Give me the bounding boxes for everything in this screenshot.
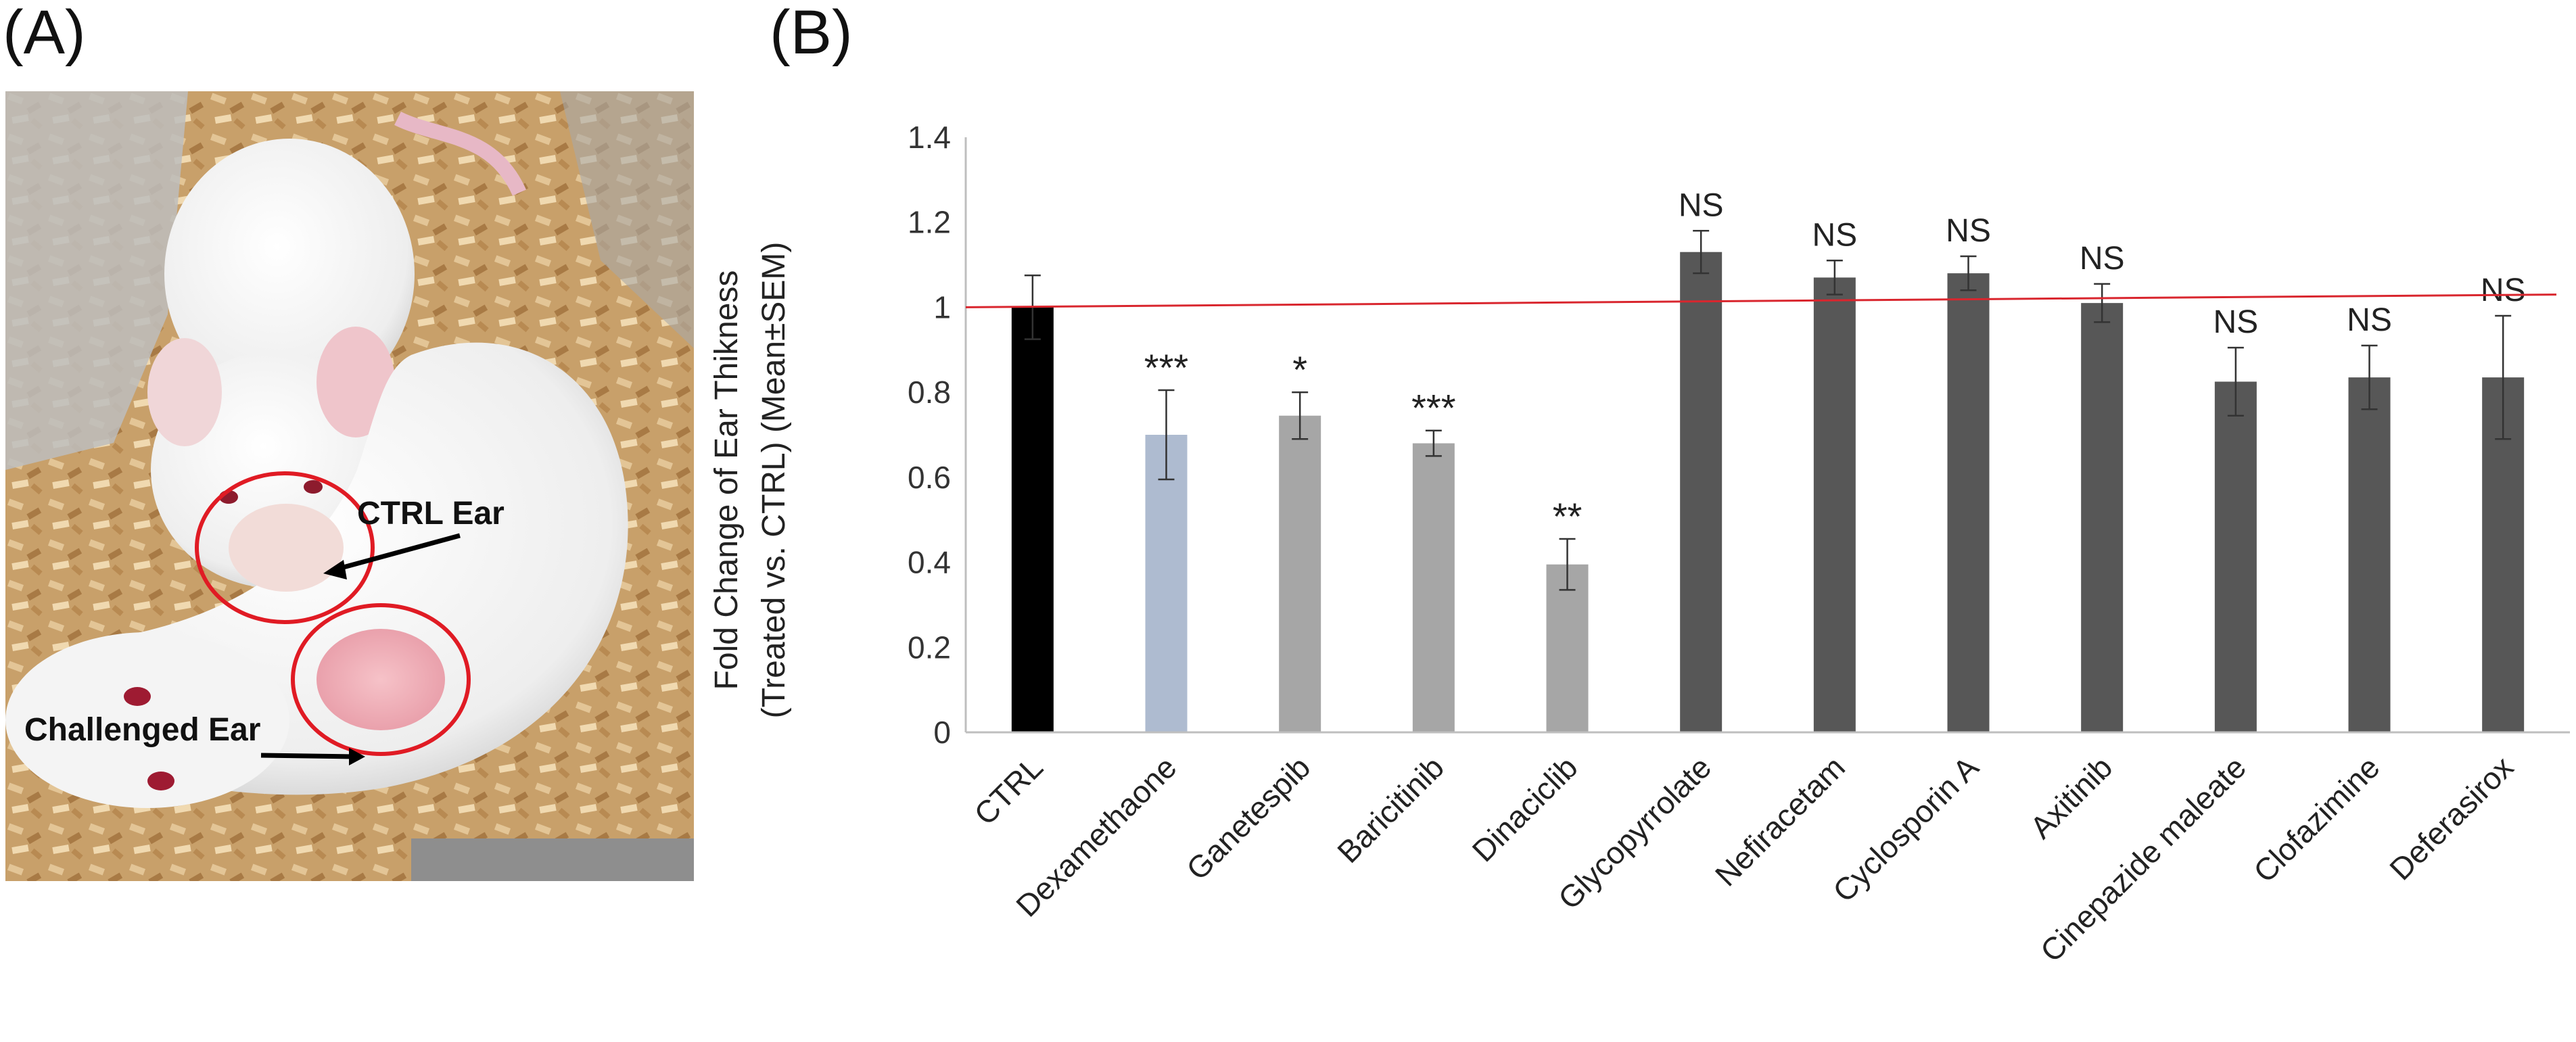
x-category-label: Clofazimine: [2247, 749, 2387, 889]
lower-mouse-eye-1: [124, 687, 151, 706]
significance-label: *: [1292, 348, 1307, 391]
bar: [1279, 415, 1321, 732]
ctrl-ear-label: CTRL Ear: [357, 496, 505, 531]
bar: [2348, 377, 2391, 732]
panel-a-label: (A): [3, 0, 86, 67]
upper-mouse-eye-right: [304, 480, 323, 494]
x-category-label: Nefiracetam: [1708, 749, 1852, 893]
panel-b-label: (B): [770, 0, 853, 67]
significance-label: ***: [1411, 387, 1455, 429]
y-tick-label: 1.2: [908, 205, 951, 240]
y-tick-label: 1.4: [908, 120, 951, 155]
bar: [1813, 277, 1856, 732]
tail: [394, 112, 527, 196]
bar: [2214, 381, 2257, 732]
challenged-ear-label: Challenged Ear: [24, 712, 260, 748]
x-category-label: Baricitinib: [1330, 749, 1451, 870]
ctrl-ear-arrowhead-icon: [323, 560, 347, 579]
lower-mouse-eye-2: [147, 772, 174, 790]
bar: [1680, 252, 1723, 732]
lower-mouse-head: [5, 632, 289, 808]
bar: [1546, 564, 1589, 732]
significance-label: NS: [1946, 213, 1991, 249]
upper-mouse-right-ear: [317, 327, 395, 437]
challenged-ear-arrow: [260, 753, 354, 759]
significance-label: ***: [1144, 346, 1188, 389]
cage-wall-left: [5, 91, 188, 470]
y-tick-label: 0.6: [908, 460, 951, 495]
upper-mouse-left-ear: [147, 338, 222, 446]
ctrl-ear: [229, 504, 344, 592]
x-category-label: Ganetespib: [1179, 749, 1317, 886]
challenged-ear-circle: [291, 603, 471, 756]
y-tick-label: 1: [933, 289, 951, 325]
y-axis-label-line-1: Fold Change of Ear Thikness: [709, 270, 745, 690]
significance-label: NS: [2080, 241, 2125, 277]
y-tick-label: 0: [933, 715, 951, 750]
significance-label: NS: [2481, 273, 2526, 308]
significance-label: NS: [2347, 302, 2392, 338]
ctrl-ear-circle: [195, 471, 375, 624]
y-tick-label: 0.8: [908, 375, 951, 410]
x-category-label: Deferasirox: [2383, 749, 2520, 886]
plot-area: 00.20.40.60.811.21.4CTRL***Dexamethaone*…: [908, 120, 2570, 969]
significance-label: NS: [1679, 187, 1724, 223]
significance-label: NS: [2213, 304, 2258, 340]
bar: [1145, 435, 1188, 732]
bar: [2081, 303, 2124, 733]
challenged-ear: [317, 629, 445, 730]
y-tick-label: 0.2: [908, 630, 951, 665]
bar: [1412, 443, 1455, 732]
x-category-label: Axitinib: [2023, 749, 2120, 845]
x-category-label: CTRL: [967, 749, 1050, 832]
challenged-ear-arrowhead-icon: [349, 748, 365, 765]
ctrl-ear-arrow: [333, 533, 461, 573]
cage-tray-corner: [411, 838, 694, 881]
mouse-ear-photo: CTRL Ear Challenged Ear: [5, 91, 694, 881]
significance-label: NS: [1812, 217, 1857, 253]
y-axis-label-line-2: (Treated vs. CTRL) (Mean±SEM): [756, 242, 792, 719]
significance-label: **: [1553, 495, 1583, 538]
x-category-label: Dinaciclib: [1466, 749, 1585, 868]
reference-line: [965, 293, 2557, 308]
cage-wall-right: [560, 91, 694, 348]
y-tick-label: 0.4: [908, 545, 951, 580]
bar: [1947, 273, 1990, 733]
bar: [1011, 307, 1054, 732]
